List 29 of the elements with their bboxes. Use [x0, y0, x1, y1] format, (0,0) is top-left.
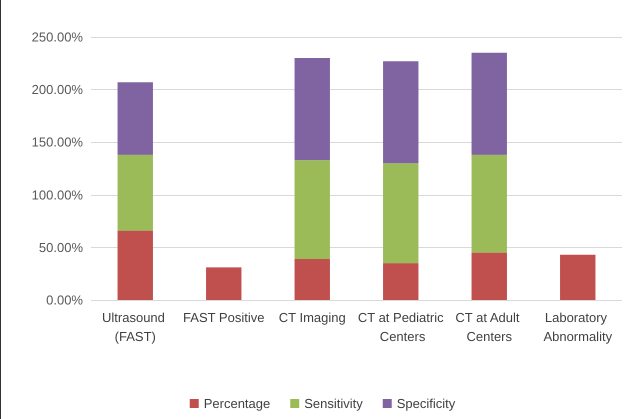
bar [294, 160, 330, 259]
legend-label: Sensitivity [304, 396, 364, 411]
y-tick-label: 100.00% [32, 187, 84, 202]
y-tick-label: 150.00% [32, 134, 84, 150]
bar [118, 230, 153, 300]
bar [118, 82, 153, 155]
y-tick-label: 50.00% [38, 240, 84, 255]
x-tick-label: CT at Adult Centers [455, 310, 524, 344]
y-tick-label: 250.00% [32, 30, 84, 44]
x-tick-label: FAST Positive [183, 310, 264, 325]
x-tick-label: Laboratory Abnormality [543, 310, 613, 344]
bar [206, 267, 242, 300]
x-tick-label: Ultrasound (FAST) [102, 310, 168, 344]
y-tick-label: 200.00% [32, 82, 84, 98]
y-tick-label: 0.00% [46, 292, 84, 308]
bar [383, 163, 418, 264]
bar [472, 252, 507, 300]
bar [294, 258, 330, 300]
bar [472, 52, 507, 155]
bar [383, 61, 418, 164]
bar [383, 263, 418, 300]
bar [294, 58, 330, 160]
legend-label: Specificity [396, 396, 456, 411]
x-tick-label: CT Imaging [278, 310, 346, 325]
x-tick-label: CT at Pediatric Centers [358, 310, 444, 344]
bar [472, 154, 507, 253]
bar [118, 154, 153, 231]
legend-label: Percentage [204, 396, 270, 411]
bar [560, 254, 596, 300]
